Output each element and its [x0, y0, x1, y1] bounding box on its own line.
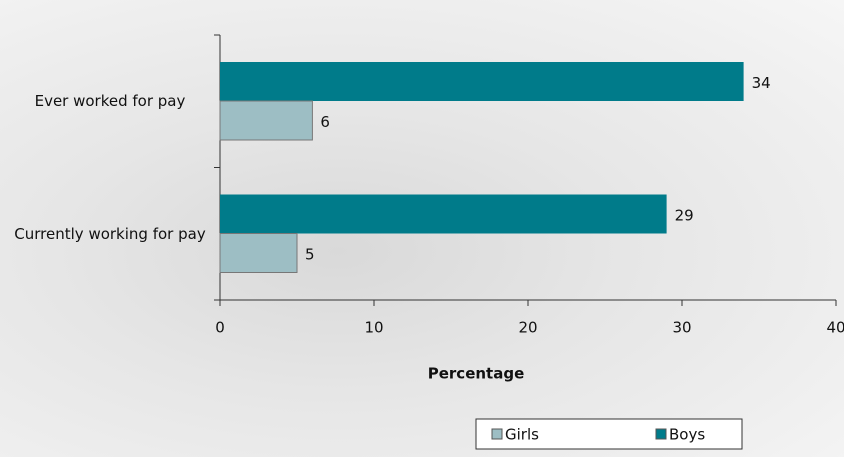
- legend-label: Girls: [505, 426, 539, 444]
- value-label: 5: [305, 246, 315, 264]
- x-tick-label: 20: [518, 319, 537, 337]
- category-label: Ever worked for pay: [34, 92, 186, 111]
- bar: [220, 62, 744, 101]
- category-label: Currently working for pay: [14, 224, 206, 243]
- legend-swatch: [491, 428, 503, 440]
- value-label: 6: [320, 113, 330, 131]
- bar: [219, 100, 313, 141]
- legend-swatch: [655, 428, 667, 440]
- legend-box: [475, 418, 743, 450]
- x-tick-label: 10: [364, 319, 383, 337]
- x-tick-label: 0: [215, 319, 225, 337]
- bar: [219, 233, 298, 273]
- value-label: 29: [675, 207, 694, 225]
- bar: [220, 194, 667, 234]
- x-axis-label: Percentage: [428, 365, 525, 383]
- x-tick-label: 40: [826, 319, 844, 337]
- x-tick-label: 30: [672, 319, 691, 337]
- value-label: 34: [752, 74, 771, 92]
- legend-label: Boys: [669, 426, 705, 444]
